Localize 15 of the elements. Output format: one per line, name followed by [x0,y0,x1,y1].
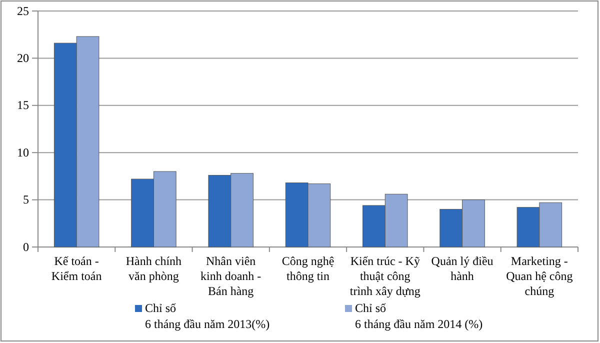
y-tick-label: 15 [17,98,29,112]
legend-label: Chỉ số 6 tháng đầu năm 2014 (%) [355,301,483,331]
x-tick-label: Hành chính văn phòng [126,254,182,283]
y-tick-label: 25 [17,4,29,18]
x-tick-label: Nhân viên kinh doanh - Bán hàng [200,254,262,298]
y-tick-label: 10 [17,145,29,160]
y-tick-label: 5 [23,192,29,207]
x-tick-label: Marketing - Quan hệ công chúng [506,254,573,298]
x-tick-label: Công nghệ thông tin [282,254,334,283]
x-tick-label: Kiến trúc - Kỹ thuật công trình xây dựng [350,254,420,298]
y-tick-label: 20 [17,51,29,66]
legend-label: Chỉ số 6 tháng đầu năm 2013(%) [145,301,270,331]
y-tick-label: 0 [23,240,29,254]
x-tick-label: Kế toán - Kiểm toán [51,254,102,283]
x-tick-label: Quản lý điều hành [431,254,494,283]
